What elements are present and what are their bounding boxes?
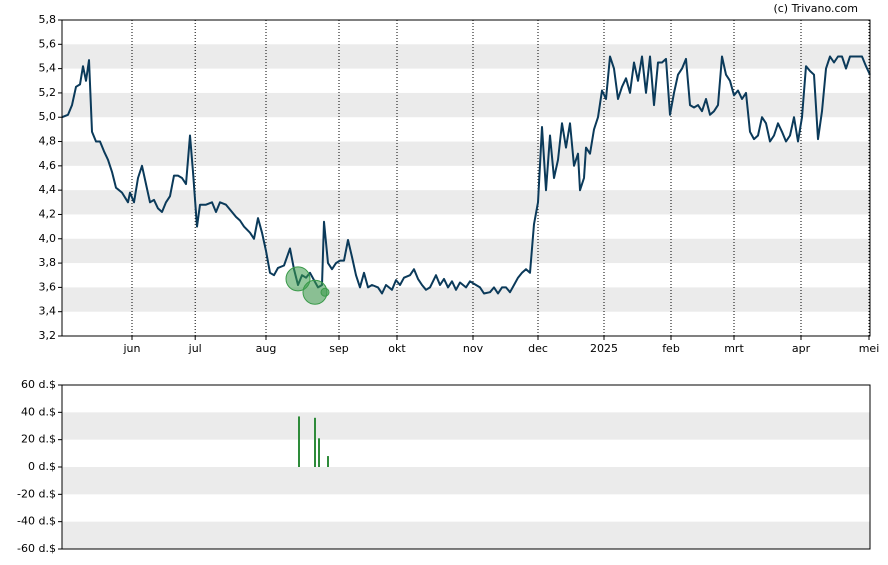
price-line	[61, 55, 871, 295]
y-tick-label: 4,4	[39, 183, 57, 196]
y-tick-label: -60 d.$	[17, 542, 56, 555]
plot-frame	[61, 384, 871, 550]
grid-band	[62, 44, 870, 69]
grid-band	[62, 92, 870, 118]
x-tick-label: 2025	[590, 342, 618, 355]
y-tick-label: 4,2	[39, 207, 57, 220]
y-tick-label: -20 d.$	[17, 487, 56, 500]
grid-band	[62, 141, 870, 166]
event-marker	[285, 266, 311, 292]
y-tick-label: 5,8	[39, 13, 57, 26]
copyright: (c) Trivano.com	[773, 2, 858, 15]
y-tick-label: 5,2	[39, 86, 57, 99]
y-tick-label: 4,0	[39, 232, 57, 245]
x-tick-label: sep	[329, 342, 348, 355]
y-tick-label: 60 d.$	[21, 378, 56, 391]
y-tick-label: 3,8	[39, 256, 57, 269]
x-tick-label: dec	[528, 342, 548, 355]
x-tick-label: jul	[188, 342, 202, 355]
bar	[327, 456, 329, 467]
y-tick-label: 3,2	[39, 329, 57, 342]
grid-band	[62, 412, 870, 440]
bar	[298, 416, 300, 467]
y-tick-label: 3,6	[39, 280, 57, 293]
y-tick-label: 3,4	[39, 305, 57, 318]
y-tick-label: 0 d.$	[28, 460, 56, 473]
event-marker	[320, 287, 330, 297]
x-tick-label: feb	[662, 342, 680, 355]
bar	[318, 438, 320, 467]
grid-band	[62, 287, 870, 312]
y-tick-label: 40 d.$	[21, 405, 56, 418]
grid-band	[62, 521, 870, 549]
grid-band	[62, 238, 870, 264]
x-tick-label: jun	[123, 342, 141, 355]
y-tick-label: 4,8	[39, 135, 57, 148]
grid-band	[62, 190, 870, 215]
bar	[314, 417, 316, 467]
x-tick-label: mei	[859, 342, 880, 355]
y-tick-label: 4,6	[39, 159, 57, 172]
x-tick-label: apr	[792, 342, 811, 355]
grid-band	[62, 467, 870, 495]
y-tick-label: 5,4	[39, 62, 57, 75]
x-tick-label: nov	[463, 342, 484, 355]
x-tick-label: okt	[388, 342, 406, 355]
y-tick-label: 5,6	[39, 37, 57, 50]
x-tick-label: mrt	[724, 342, 744, 355]
y-tick-label: -40 d.$	[17, 515, 56, 528]
y-tick-label: 5,0	[39, 110, 57, 123]
x-tick-label: aug	[256, 342, 277, 355]
y-tick-label: 20 d.$	[21, 433, 56, 446]
plot-frame	[61, 19, 871, 337]
